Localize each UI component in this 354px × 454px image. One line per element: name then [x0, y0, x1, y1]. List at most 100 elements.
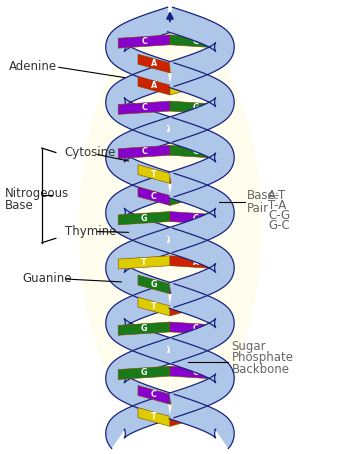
Polygon shape — [170, 408, 202, 426]
Polygon shape — [167, 7, 234, 86]
Text: Thymine: Thymine — [65, 225, 116, 238]
Polygon shape — [106, 173, 172, 252]
Text: G: G — [183, 192, 189, 201]
Polygon shape — [138, 165, 170, 183]
Text: A: A — [167, 236, 173, 245]
Text: A: A — [167, 125, 173, 134]
Text: G: G — [141, 324, 147, 333]
Text: Base: Base — [5, 199, 34, 212]
Ellipse shape — [79, 24, 261, 430]
Text: A: A — [183, 169, 189, 178]
Polygon shape — [118, 101, 170, 114]
Text: C-G: C-G — [268, 209, 290, 222]
Polygon shape — [106, 7, 172, 86]
Polygon shape — [170, 366, 222, 380]
Text: C: C — [183, 280, 189, 289]
Text: Sugar: Sugar — [232, 340, 266, 353]
Polygon shape — [106, 228, 172, 307]
Polygon shape — [106, 63, 172, 142]
Text: T-A: T-A — [268, 199, 287, 212]
Polygon shape — [170, 145, 222, 158]
Polygon shape — [118, 366, 170, 380]
Polygon shape — [167, 339, 234, 418]
Polygon shape — [170, 76, 202, 95]
Polygon shape — [118, 145, 170, 158]
Text: Guanine: Guanine — [22, 272, 72, 286]
Polygon shape — [170, 35, 222, 48]
Text: A: A — [167, 346, 173, 355]
Polygon shape — [138, 297, 170, 316]
Polygon shape — [170, 297, 202, 316]
Text: G: G — [183, 390, 189, 400]
Text: T: T — [141, 258, 147, 267]
Text: G: G — [141, 368, 147, 377]
Text: C: C — [141, 148, 147, 157]
Text: T: T — [151, 302, 157, 311]
Text: A: A — [193, 258, 199, 267]
Polygon shape — [106, 284, 172, 363]
Polygon shape — [138, 187, 170, 206]
Text: G: G — [151, 280, 157, 289]
Text: T: T — [167, 125, 173, 134]
Text: G-C: G-C — [268, 219, 290, 232]
Text: T: T — [151, 413, 157, 421]
Text: A: A — [167, 125, 173, 134]
Polygon shape — [138, 385, 170, 404]
Text: T: T — [151, 169, 157, 178]
Polygon shape — [170, 256, 222, 269]
Text: C: C — [151, 390, 157, 400]
Polygon shape — [169, 394, 234, 449]
Text: G: G — [193, 103, 199, 112]
Text: Cytosine: Cytosine — [65, 146, 116, 159]
Polygon shape — [138, 54, 170, 73]
Polygon shape — [138, 275, 170, 294]
Text: A: A — [151, 59, 157, 68]
Polygon shape — [170, 187, 202, 206]
Text: T: T — [167, 236, 173, 245]
Text: C: C — [193, 368, 199, 377]
Polygon shape — [167, 118, 234, 197]
Text: T: T — [183, 59, 189, 68]
Text: T: T — [167, 346, 173, 355]
Text: T: T — [167, 346, 173, 355]
Polygon shape — [118, 322, 170, 336]
Polygon shape — [167, 63, 234, 142]
Text: C: C — [141, 37, 147, 46]
Text: Phosphate: Phosphate — [232, 351, 293, 365]
Text: Base:: Base: — [247, 189, 280, 202]
Text: T: T — [167, 125, 173, 134]
Text: A-T: A-T — [268, 189, 287, 202]
Text: A: A — [183, 302, 189, 311]
Polygon shape — [138, 76, 170, 95]
Text: C: C — [193, 214, 199, 223]
Polygon shape — [106, 118, 172, 197]
Polygon shape — [170, 101, 222, 114]
Polygon shape — [118, 35, 170, 48]
Text: Pair: Pair — [247, 202, 269, 216]
Polygon shape — [118, 256, 170, 269]
Polygon shape — [118, 212, 170, 225]
Text: A: A — [183, 413, 189, 421]
Text: Backbone: Backbone — [232, 363, 290, 375]
Text: A: A — [167, 346, 173, 355]
Polygon shape — [170, 54, 202, 73]
Polygon shape — [167, 173, 234, 252]
Polygon shape — [106, 394, 171, 449]
Polygon shape — [138, 408, 170, 426]
Text: T: T — [183, 81, 189, 90]
Polygon shape — [170, 165, 202, 183]
Polygon shape — [106, 339, 172, 418]
Polygon shape — [167, 228, 234, 307]
Text: G: G — [193, 148, 199, 157]
Text: G: G — [193, 37, 199, 46]
Text: C: C — [151, 192, 157, 201]
Text: G: G — [141, 214, 147, 223]
Text: C: C — [193, 324, 199, 333]
Text: A: A — [167, 236, 173, 245]
Text: C: C — [141, 103, 147, 112]
Text: T: T — [167, 236, 173, 245]
Text: Adenine: Adenine — [8, 60, 57, 73]
Polygon shape — [170, 385, 202, 404]
Polygon shape — [170, 212, 222, 225]
Polygon shape — [167, 284, 234, 363]
